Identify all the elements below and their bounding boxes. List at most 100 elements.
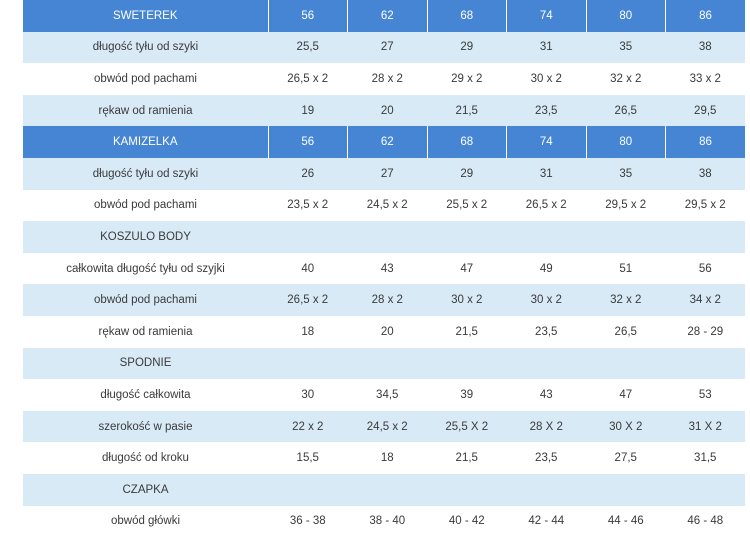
size-header-cell: 80	[585, 126, 666, 158]
measurement-cell: 40	[268, 252, 348, 285]
measurement-cell: 25,5 X 2	[427, 410, 507, 443]
table-row: obwód główki 36 - 38 38 - 40 40 - 42 42 - 44…	[23, 505, 745, 538]
measurement-cell	[665, 221, 745, 253]
row-label: szerokość w pasie	[23, 410, 268, 443]
measurement-cell: 30	[268, 379, 348, 411]
row-label: obwód pod pachami	[23, 189, 268, 222]
table-row: długość tyłu od szyki 25,5 27 29 31 35 38	[23, 31, 745, 64]
row-label: długość od kroku	[23, 442, 268, 474]
size-header-cell: 86	[665, 0, 745, 32]
measurement-cell: 29,5 x 2	[665, 189, 745, 222]
measurement-cell: 15,5	[268, 442, 348, 474]
measurement-cell: 35	[586, 31, 666, 64]
section-header-row: SWETEREK 56 62 68 74 80 86	[23, 0, 745, 32]
size-chart-body: SWETEREK 56 62 68 74 80 86 długość tyłu od szyk…	[23, 0, 745, 538]
measurement-cell: 40 - 42	[427, 505, 507, 538]
measurement-cell: 26,5 x 2	[506, 189, 586, 222]
size-header-cell: 74	[506, 126, 586, 158]
measurement-cell: 22 x 2	[268, 410, 348, 443]
table-row: długość tyłu od szyki 26 27 29 31 35 38	[23, 157, 745, 190]
measurement-cell: 18	[268, 315, 348, 348]
measurement-cell: 34,5	[347, 379, 427, 411]
size-header-cell: 80	[585, 0, 666, 32]
table-row: rękaw od ramienia 19 20 21,5 23,5 26,5 29,5	[23, 94, 745, 127]
measurement-cell: 31	[506, 157, 586, 190]
measurement-cell	[268, 221, 348, 253]
measurement-cell: 28 - 29	[665, 315, 745, 348]
measurement-cell	[347, 221, 427, 253]
measurement-cell: 39	[427, 379, 507, 411]
measurement-cell: 29,5	[665, 94, 745, 127]
size-header-cell: 56	[267, 0, 348, 32]
row-label: obwód pod pachami	[23, 63, 268, 95]
table-row: długość od kroku 15,5 18 21,5 23,5 27,5 31,5	[23, 442, 745, 474]
measurement-cell: 42 - 44	[506, 505, 586, 538]
size-header-cell: 62	[347, 126, 427, 158]
table-row: SPODNIE	[23, 347, 745, 380]
measurement-cell: 19	[268, 94, 348, 127]
measurement-cell: 31 X 2	[665, 410, 745, 443]
measurement-cell: 27,5	[586, 442, 666, 474]
measurement-cell: 31,5	[665, 442, 745, 474]
row-label: CZAPKA	[23, 473, 268, 506]
measurement-cell	[427, 221, 507, 253]
measurement-cell: 26,5	[586, 315, 666, 348]
measurement-cell: 53	[665, 379, 745, 411]
section-header-row: KAMIZELKA 56 62 68 74 80 86	[23, 126, 745, 158]
row-label: obwód główki	[23, 505, 268, 538]
measurement-cell: 27	[347, 31, 427, 64]
measurement-cell: 26,5 x 2	[268, 284, 348, 316]
table-row: długość całkowita 30 34,5 39 43 47 53	[23, 379, 745, 411]
table-row: obwód pod pachami 23,5 x 2 24,5 x 2 25,5 x …	[23, 189, 745, 222]
measurement-cell: 20	[347, 94, 427, 127]
measurement-cell	[268, 473, 348, 506]
measurement-cell	[347, 347, 427, 380]
size-header-cell: 68	[426, 126, 507, 158]
measurement-cell	[506, 473, 586, 506]
measurement-cell: 44 - 46	[586, 505, 666, 538]
measurement-cell: 36 - 38	[268, 505, 348, 538]
row-label: KOSZULO BODY	[23, 221, 268, 253]
table-row: KOSZULO BODY	[23, 221, 745, 253]
measurement-cell	[427, 347, 507, 380]
row-label: obwód pod pachami	[23, 284, 268, 316]
measurement-cell: 43	[347, 252, 427, 285]
measurement-cell: 47	[427, 252, 507, 285]
measurement-cell: 32 x 2	[586, 63, 666, 95]
measurement-cell: 38	[665, 31, 745, 64]
table-row: rękaw od ramienia 18 20 21,5 23,5 26,5 28 - 29	[23, 315, 745, 348]
size-chart-table: SWETEREK 56 62 68 74 80 86 długość tyłu od szyk…	[23, 0, 745, 538]
measurement-cell: 27	[347, 157, 427, 190]
measurement-cell: 20	[347, 315, 427, 348]
row-label: całkowita długość tyłu od szyjki	[23, 252, 268, 285]
measurement-cell: 28 x 2	[347, 63, 427, 95]
table-row: całkowita długość tyłu od szyjki 40 43 47 49…	[23, 252, 745, 285]
size-header-cell: 62	[347, 0, 427, 32]
measurement-cell	[665, 347, 745, 380]
measurement-cell	[665, 473, 745, 506]
measurement-cell: 29 x 2	[427, 63, 507, 95]
row-label: długość całkowita	[23, 379, 268, 411]
row-label: KAMIZELKA	[23, 126, 268, 158]
row-label: rękaw od ramienia	[23, 94, 268, 127]
measurement-cell: 21,5	[427, 94, 507, 127]
measurement-cell: 56	[665, 252, 745, 285]
measurement-cell: 28 x 2	[347, 284, 427, 316]
measurement-cell: 26	[268, 157, 348, 190]
measurement-cell: 35	[586, 157, 666, 190]
measurement-cell: 23,5 x 2	[268, 189, 348, 222]
measurement-cell: 26,5 x 2	[268, 63, 348, 95]
measurement-cell: 30 x 2	[506, 63, 586, 95]
measurement-cell	[586, 347, 666, 380]
table-row: obwód pod pachami 26,5 x 2 28 x 2 29 x 2 30 …	[23, 63, 745, 95]
measurement-cell: 30 x 2	[427, 284, 507, 316]
measurement-cell: 29	[427, 157, 507, 190]
measurement-cell: 46 - 48	[665, 505, 745, 538]
measurement-cell: 23,5	[506, 315, 586, 348]
measurement-cell: 23,5	[506, 94, 586, 127]
table-row: obwód pod pachami 26,5 x 2 28 x 2 30 x 2 30 …	[23, 284, 745, 316]
measurement-cell: 29	[427, 31, 507, 64]
measurement-cell: 49	[506, 252, 586, 285]
measurement-cell: 47	[586, 379, 666, 411]
measurement-cell	[427, 473, 507, 506]
